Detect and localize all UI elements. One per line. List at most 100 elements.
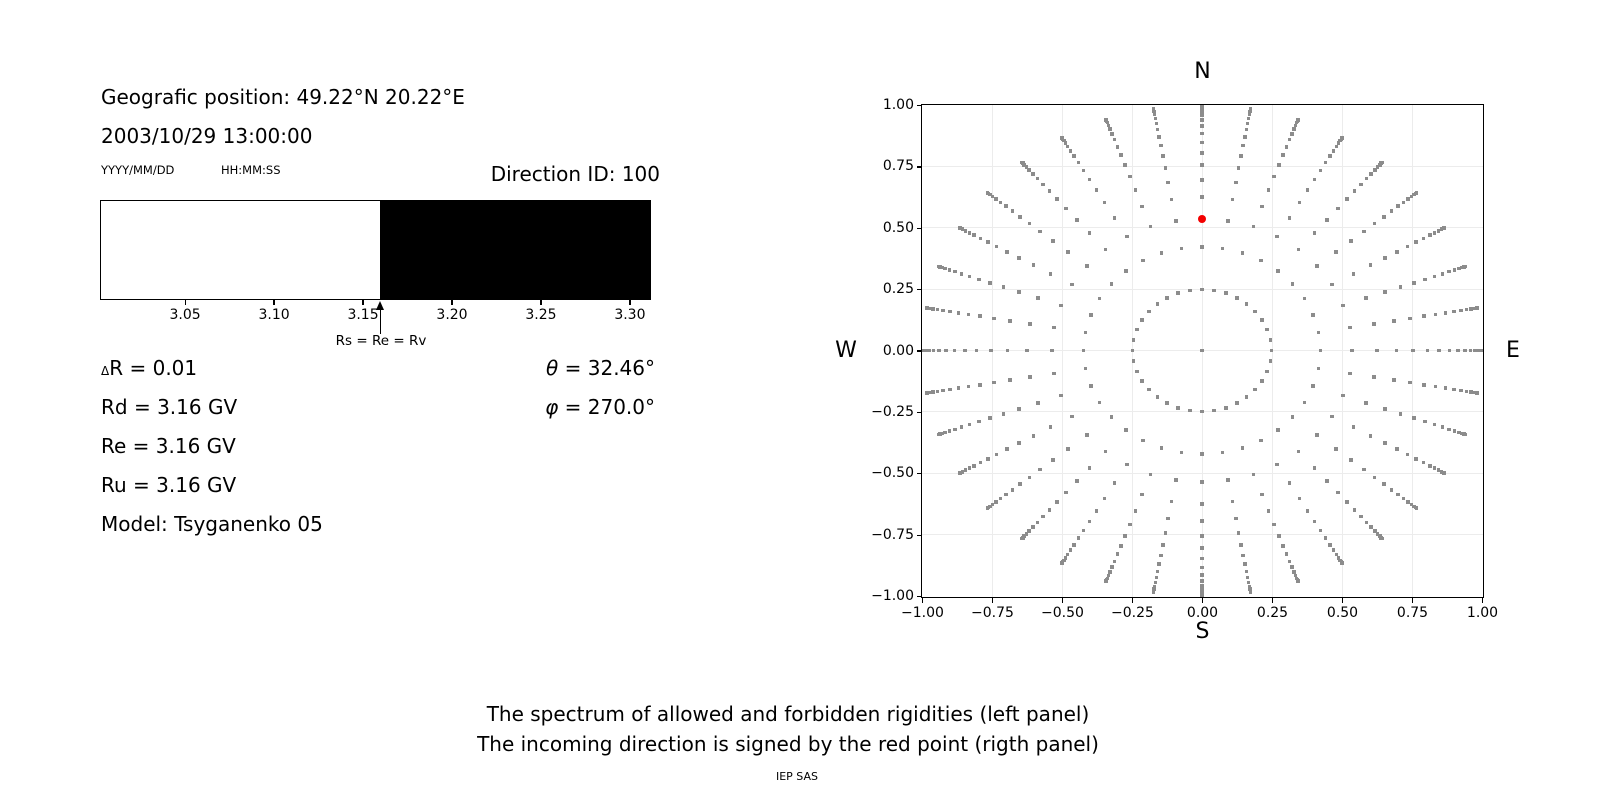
credit-text: IEP SAS	[775, 770, 819, 783]
gray-direction-dot	[978, 460, 983, 465]
gray-direction-dot	[1396, 204, 1400, 209]
gray-direction-dot	[1394, 348, 1399, 353]
direction-map-plot	[921, 104, 1484, 598]
gray-direction-dot	[1268, 359, 1273, 363]
gray-direction-dot	[1247, 584, 1252, 589]
gray-direction-dot	[1161, 154, 1165, 158]
gray-direction-dot	[1123, 163, 1127, 167]
gray-direction-dot	[1027, 529, 1032, 533]
gray-direction-dot	[1260, 318, 1264, 322]
gray-direction-dot	[956, 386, 961, 390]
gray-direction-dot	[1369, 525, 1373, 529]
gray-direction-dot	[1200, 409, 1204, 414]
gray-direction-dot	[1460, 265, 1464, 270]
gray-direction-dot	[1152, 109, 1156, 114]
gray-direction-dot	[1414, 240, 1418, 244]
gridline	[1341, 105, 1343, 597]
gray-direction-dot	[1336, 141, 1341, 145]
gray-direction-dot	[1372, 221, 1377, 226]
gray-direction-dot	[1305, 509, 1310, 513]
gray-direction-dot	[1051, 458, 1055, 462]
gray-direction-dot	[1065, 144, 1070, 149]
gray-direction-dot	[1352, 508, 1357, 512]
gray-direction-dot	[1411, 348, 1416, 353]
gray-direction-dot	[941, 388, 945, 393]
gray-direction-dot	[1031, 172, 1035, 176]
gray-direction-dot	[1475, 391, 1480, 395]
gray-direction-dot	[1383, 441, 1387, 445]
gray-direction-dot	[1328, 542, 1332, 547]
gray-direction-dot	[1234, 295, 1239, 300]
gray-direction-dot	[1112, 481, 1117, 485]
gray-direction-dot	[1087, 519, 1092, 524]
gray-direction-dot	[1076, 536, 1081, 541]
gray-direction-dot	[1200, 195, 1204, 200]
gray-direction-dot	[1265, 369, 1270, 374]
gray-direction-dot	[1109, 281, 1114, 286]
gray-direction-dot	[1200, 178, 1204, 182]
gray-direction-dot	[1245, 121, 1250, 126]
gray-direction-dot	[1312, 466, 1317, 470]
gray-direction-dot	[922, 348, 924, 353]
gray-direction-dot	[1297, 200, 1302, 205]
gray-direction-dot	[1290, 565, 1294, 569]
gray-direction-dot	[1008, 319, 1013, 323]
gray-direction-dot	[1165, 295, 1170, 300]
gray-direction-dot	[1302, 400, 1307, 405]
gray-direction-dot	[1200, 573, 1204, 577]
gray-direction-dot	[1240, 251, 1245, 255]
gray-direction-dot	[1083, 330, 1088, 335]
gray-direction-dot	[1163, 531, 1168, 535]
x-tick-label: −1.00	[901, 605, 944, 621]
x-tick-label: −0.75	[971, 605, 1014, 621]
red-direction-dot	[1198, 214, 1206, 223]
gray-direction-dot	[1110, 565, 1114, 569]
gray-direction-dot	[1234, 180, 1238, 185]
gray-direction-dot	[1031, 525, 1035, 529]
y-tick-mark	[916, 227, 921, 229]
gray-direction-dot	[1275, 462, 1279, 467]
gray-direction-dot	[1065, 552, 1070, 557]
gray-direction-dot	[1284, 144, 1289, 149]
gridline	[922, 472, 1483, 474]
gray-direction-dot	[960, 227, 965, 232]
gray-direction-dot	[1296, 247, 1301, 252]
gray-direction-dot	[978, 314, 982, 318]
gray-direction-dot	[1131, 359, 1136, 363]
gray-direction-dot	[1102, 200, 1107, 205]
x-tick-mark	[1201, 598, 1204, 603]
gray-direction-dot	[1085, 433, 1089, 437]
gray-direction-dot	[1087, 231, 1092, 235]
gray-direction-dot	[1295, 118, 1300, 122]
gray-direction-dot	[1311, 384, 1315, 388]
gray-direction-dot	[952, 348, 957, 353]
gray-direction-dot	[1312, 231, 1317, 235]
gray-direction-dot	[1157, 562, 1161, 566]
gray-direction-dot	[1200, 579, 1204, 583]
gray-direction-dot	[1351, 425, 1356, 429]
gray-direction-dot	[1472, 390, 1477, 395]
gray-direction-dot	[1433, 384, 1438, 389]
gray-direction-dot	[1200, 452, 1204, 457]
re-text: Re = 3.16 GV	[101, 434, 236, 458]
gray-direction-dot	[1330, 414, 1334, 419]
gray-direction-dot	[998, 200, 1003, 205]
gray-direction-dot	[1349, 238, 1353, 243]
gray-direction-dot	[1200, 556, 1204, 561]
x-tick-mark	[1481, 598, 1484, 603]
gray-direction-dot	[1409, 194, 1414, 199]
gray-direction-dot	[1369, 172, 1373, 176]
gray-direction-dot	[1372, 322, 1376, 326]
gray-direction-dot	[1318, 348, 1323, 353]
gray-direction-dot	[1391, 378, 1396, 382]
gray-direction-dot	[953, 427, 957, 432]
gray-direction-dot	[1334, 447, 1338, 451]
gray-direction-dot	[1140, 318, 1144, 322]
gray-direction-dot	[1155, 395, 1160, 399]
gray-direction-dot	[1452, 429, 1457, 433]
gray-direction-dot	[1409, 502, 1414, 507]
gray-direction-dot	[1200, 151, 1204, 155]
gray-direction-dot	[1408, 380, 1412, 385]
gray-direction-dot	[1088, 313, 1093, 317]
x-tick-mark	[991, 598, 994, 603]
